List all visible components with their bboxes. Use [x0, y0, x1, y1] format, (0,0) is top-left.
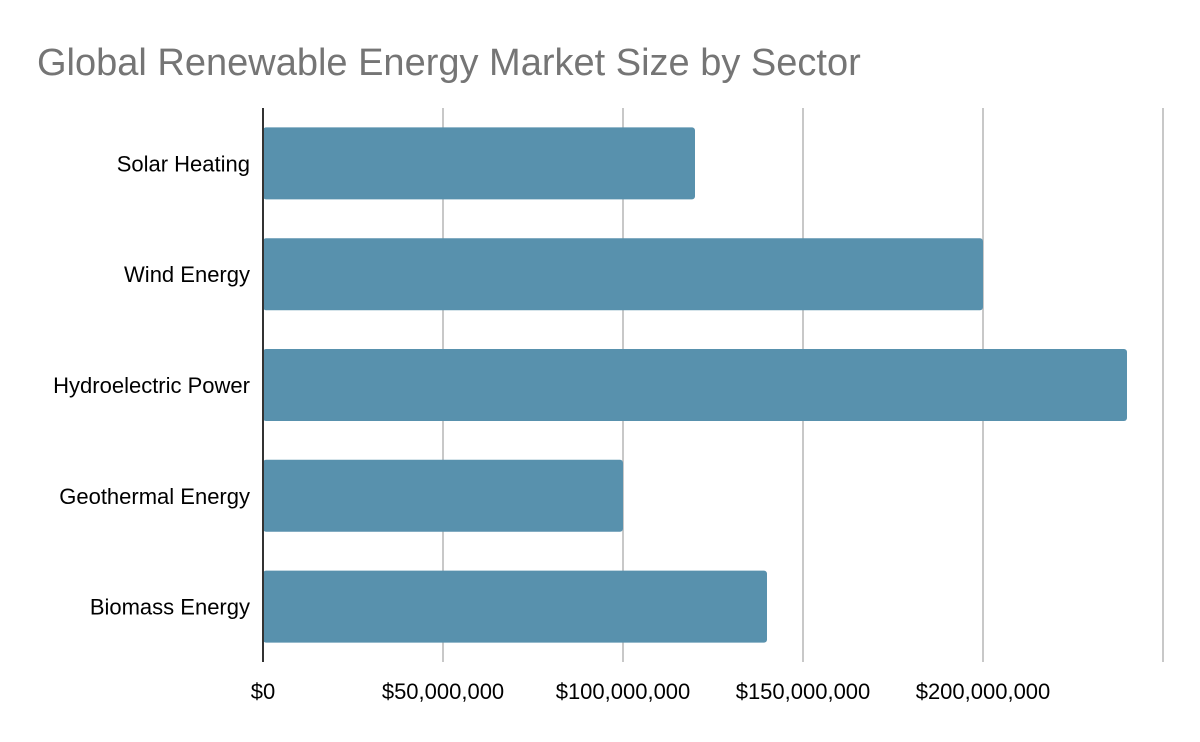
bar-solar-heating: [263, 127, 695, 200]
x-tick-label: $0: [251, 679, 275, 704]
bars: [263, 127, 1127, 643]
x-axis-tick-labels: $0 $50,000,000 $100,000,000 $150,000,000 $20…: [251, 679, 1051, 704]
x-tick-label: $50,000,000: [382, 679, 504, 704]
x-tick-label: $200,000,000: [916, 679, 1051, 704]
x-tick-label: $150,000,000: [736, 679, 871, 704]
category-label: Hydroelectric Power: [53, 373, 250, 398]
bar-wind-energy: [263, 238, 983, 311]
bar-geothermal-energy: [263, 459, 623, 532]
x-tick-label: $100,000,000: [556, 679, 691, 704]
category-label: Biomass Energy: [90, 595, 250, 620]
category-label: Geothermal Energy: [59, 484, 250, 509]
bar-hydroelectric-power: [263, 348, 1127, 422]
category-labels: Solar Heating Wind Energy Hydroelectric Po…: [53, 151, 250, 619]
category-label: Wind Energy: [124, 262, 250, 287]
chart-title: Global Renewable Energy Market Size by S…: [37, 42, 861, 84]
bar-biomass-energy: [263, 570, 767, 643]
category-label: Solar Heating: [117, 151, 250, 176]
